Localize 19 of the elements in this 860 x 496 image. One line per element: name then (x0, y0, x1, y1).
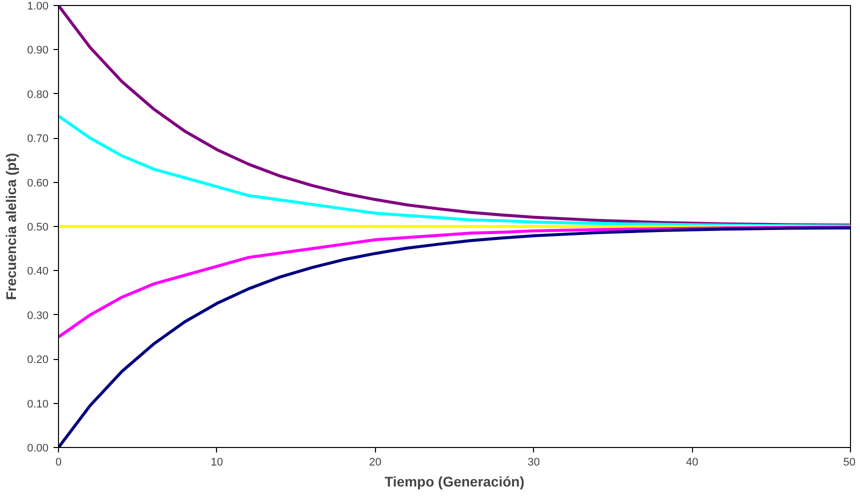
x-tick-label: 20 (369, 456, 382, 468)
x-tick-label: 30 (528, 456, 540, 468)
y-tick-label: 0.60 (27, 177, 49, 190)
x-tick-label: 10 (210, 456, 224, 468)
y-tick-label: 0.40 (27, 266, 49, 278)
y-tick-label: 0.50 (27, 222, 49, 234)
y-tick-label: 0.90 (27, 44, 49, 57)
x-axis-title: Tiempo (Generación) (384, 474, 524, 490)
y-tick-label: 0.80 (27, 88, 49, 101)
y-tick-label: 0.00 (27, 442, 49, 454)
y-tick-label: 0.70 (27, 133, 49, 146)
x-tick-label: 40 (686, 456, 698, 468)
y-axis-title: Frecuencia alelica (pt) (3, 152, 20, 300)
x-tick-label: 50 (843, 456, 856, 468)
y-tick-label: 0.10 (27, 398, 49, 410)
y-tick-label: 0.20 (27, 354, 49, 366)
x-tick-label: 0 (55, 456, 62, 468)
y-tick-label: 1.00 (27, 0, 49, 12)
y-tick-label: 0.30 (27, 310, 49, 322)
